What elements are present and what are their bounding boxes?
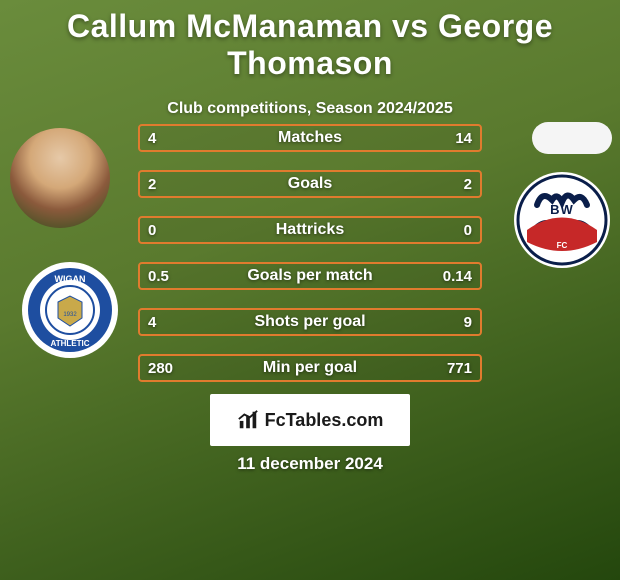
- player-photo-left: [10, 128, 110, 228]
- player-photo-right: [532, 122, 612, 154]
- stat-value-left: 0: [148, 218, 156, 242]
- stat-value-right: 0: [464, 218, 472, 242]
- stats-list: 4Matches142Goals20Hattricks00.5Goals per…: [138, 124, 482, 400]
- stat-value-right: 9: [464, 310, 472, 334]
- stat-label: Hattricks: [140, 218, 480, 242]
- page-title: Callum McManaman vs George Thomason: [0, 0, 620, 82]
- stat-label: Shots per goal: [140, 310, 480, 334]
- stat-value-right: 2: [464, 172, 472, 196]
- stat-row: 4Shots per goal9: [138, 308, 482, 336]
- stat-row: 280Min per goal771: [138, 354, 482, 382]
- date-label: 11 december 2024: [0, 454, 620, 474]
- stat-row: 0.5Goals per match0.14: [138, 262, 482, 290]
- club-badge-left: WIGAN ATHLETIC 1932: [20, 260, 120, 360]
- stat-value-left: 4: [148, 310, 156, 334]
- svg-text:ATHLETIC: ATHLETIC: [51, 339, 90, 348]
- subtitle: Club competitions, Season 2024/2025: [0, 100, 620, 118]
- stat-value-left: 0.5: [148, 264, 169, 288]
- club-badge-right: FC BW: [512, 170, 612, 270]
- stat-row: 2Goals2: [138, 170, 482, 198]
- stat-label: Goals: [140, 172, 480, 196]
- stat-value-right: 771: [447, 356, 472, 380]
- stat-value-left: 2: [148, 172, 156, 196]
- stat-label: Goals per match: [140, 264, 480, 288]
- chart-icon: [237, 409, 259, 431]
- svg-text:BW: BW: [550, 202, 574, 217]
- stat-value-right: 14: [455, 126, 472, 150]
- stat-value-right: 0.14: [443, 264, 472, 288]
- footer-brand-text: FcTables.com: [265, 410, 384, 431]
- stat-row: 4Matches14: [138, 124, 482, 152]
- stat-value-left: 280: [148, 356, 173, 380]
- stat-value-left: 4: [148, 126, 156, 150]
- footer-brand: FcTables.com: [210, 394, 410, 446]
- stat-label: Min per goal: [140, 356, 480, 380]
- svg-text:WIGAN: WIGAN: [55, 274, 86, 284]
- comparison-card: Callum McManaman vs George Thomason Club…: [0, 0, 620, 580]
- stat-row: 0Hattricks0: [138, 216, 482, 244]
- svg-text:FC: FC: [557, 241, 568, 250]
- stat-label: Matches: [140, 126, 480, 150]
- svg-text:1932: 1932: [63, 312, 77, 318]
